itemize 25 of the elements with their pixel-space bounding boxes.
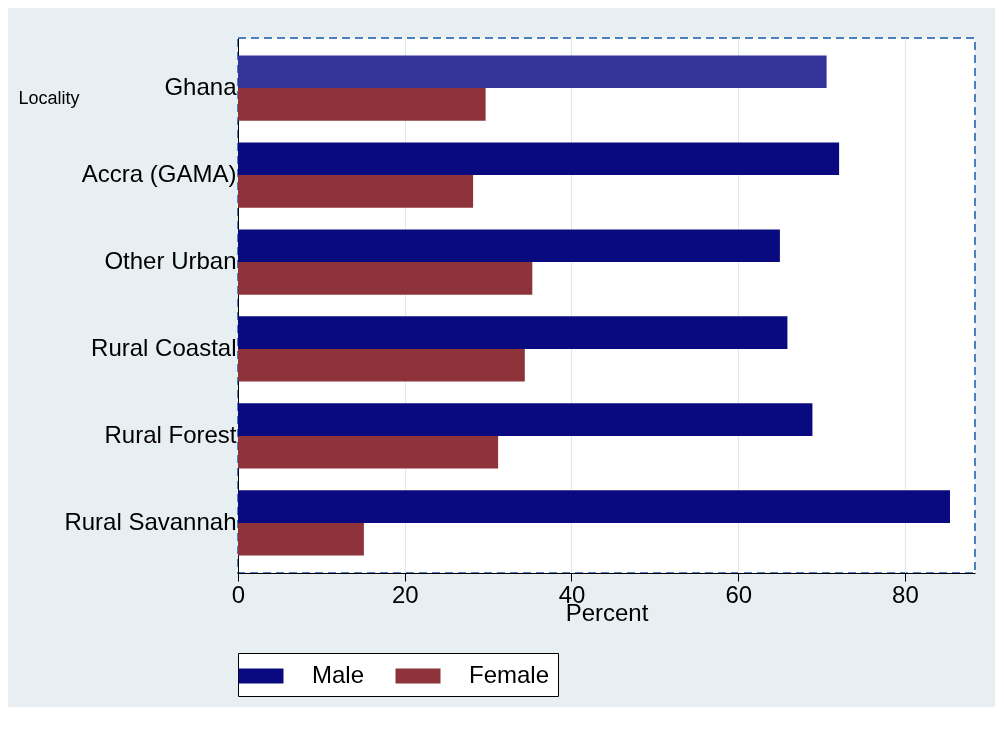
y-tick-label: Ghana: [164, 73, 238, 101]
x-tick-label: 20: [391, 580, 419, 608]
bar: [238, 316, 788, 349]
bar: [238, 142, 840, 176]
bar: [238, 262, 533, 295]
y-tick-label: Rural Forest: [104, 420, 237, 448]
legend-label: Male: [312, 661, 365, 688]
bar: [238, 349, 525, 382]
y-tick-label: Other Urban: [104, 247, 237, 274]
bar: [238, 522, 364, 556]
bar: [238, 88, 486, 121]
bar: [238, 490, 950, 523]
bar: [238, 229, 780, 262]
y-tick-label: Rural Savannah: [64, 507, 237, 535]
x-tick-label: 60: [725, 580, 753, 608]
y-tick-label: Accra (GAMA): [81, 160, 237, 188]
x-tick-label: 0: [231, 580, 246, 608]
y-axis-title: Locality: [18, 87, 80, 108]
bar: [238, 55, 827, 89]
legend-label: Female: [469, 661, 550, 688]
y-tick-label: Rural Coastal: [91, 334, 237, 361]
bar: [238, 435, 499, 469]
bar: [238, 175, 474, 208]
x-tick-label: 80: [892, 580, 919, 608]
bar: [238, 403, 813, 436]
